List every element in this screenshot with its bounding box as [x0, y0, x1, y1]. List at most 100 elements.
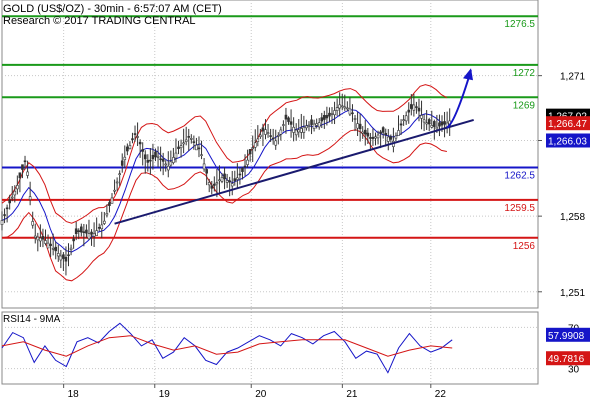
candle-body	[10, 196, 14, 199]
rsi-title: RSI14 - 9MA	[3, 314, 61, 325]
candle-body	[218, 179, 221, 182]
candle-body	[420, 115, 423, 119]
candle-body	[397, 130, 400, 136]
x-tick-label: 20	[255, 389, 267, 400]
candle-body	[182, 142, 185, 145]
candle-body	[300, 128, 303, 133]
candle-body	[443, 121, 446, 125]
candle-body	[82, 231, 86, 234]
candle-body	[64, 256, 68, 262]
x-tick-label: 22	[435, 389, 447, 400]
candle-body	[159, 158, 162, 161]
candle-body	[407, 109, 411, 113]
price-tag: 1,266.47	[548, 119, 587, 130]
rsi-ma-line	[1, 335, 453, 357]
candle-body	[5, 207, 9, 210]
candle-body	[8, 199, 11, 204]
candle-body	[410, 104, 413, 109]
candle-body	[276, 135, 280, 137]
candle-body	[386, 136, 390, 142]
candle-body	[220, 177, 224, 182]
candle-body	[200, 154, 203, 156]
candle-body	[246, 159, 249, 165]
candle-body	[120, 160, 124, 166]
candle-body	[105, 213, 109, 216]
candle-body	[80, 226, 83, 233]
candle-body	[18, 172, 22, 179]
candle-body	[353, 118, 357, 120]
candle-body	[305, 125, 308, 129]
candle-body	[243, 165, 247, 168]
candle-body	[404, 115, 408, 122]
candle-body	[241, 167, 244, 172]
candle-body	[266, 132, 270, 135]
candle-body	[340, 105, 344, 108]
rsi-tag-bg	[546, 351, 590, 366]
candle-body	[274, 140, 278, 146]
candle-body	[108, 202, 111, 206]
candle-body	[302, 126, 306, 133]
candle-body	[333, 110, 336, 116]
candle-body	[161, 158, 165, 162]
candle-body	[143, 154, 147, 160]
candle-body	[156, 155, 160, 158]
candle-body	[384, 132, 388, 136]
candle-body	[202, 163, 206, 170]
candle-body	[90, 231, 93, 235]
candle-body	[197, 147, 201, 150]
candle-body	[279, 129, 283, 135]
candle-body	[307, 124, 311, 127]
candle-body	[136, 136, 139, 138]
candle-body	[430, 125, 434, 128]
candle-body	[85, 229, 88, 234]
candle-body	[54, 246, 58, 252]
candle-body	[184, 139, 188, 142]
candle-body	[389, 136, 393, 140]
rsi-lines	[1, 322, 453, 374]
candle-body	[62, 254, 65, 259]
candle-body	[172, 157, 175, 163]
candle-body	[371, 136, 375, 139]
candle-body	[13, 190, 17, 196]
candle-body	[323, 114, 326, 120]
candle-body	[346, 107, 349, 110]
candle-body	[394, 135, 398, 139]
candle-body	[33, 235, 37, 238]
candle-body	[415, 106, 418, 108]
candle-body	[146, 159, 150, 163]
level-label: 1262.5	[504, 171, 535, 182]
candle-body	[294, 129, 298, 136]
candle-body	[379, 131, 382, 134]
candle-body	[213, 183, 216, 186]
price-candles	[0, 92, 451, 276]
candle-body	[338, 104, 341, 109]
candle-body	[325, 115, 329, 119]
candle-body	[374, 136, 377, 139]
candle-body	[26, 171, 29, 176]
candle-body	[425, 122, 428, 125]
candle-body	[259, 134, 262, 137]
candle-body	[169, 161, 173, 166]
candle-body	[103, 220, 106, 224]
candle-body	[141, 149, 144, 152]
candle-body	[228, 180, 231, 183]
candle-body	[253, 142, 257, 148]
candle-body	[100, 224, 104, 230]
candle-body	[113, 189, 116, 192]
candle-body	[123, 156, 127, 161]
price-tag-bg	[546, 133, 590, 148]
candle-body	[21, 164, 24, 170]
candle-body	[363, 129, 367, 135]
candle-body	[49, 243, 52, 246]
price-tag: 1,266.03	[548, 136, 587, 147]
candle-body	[31, 221, 34, 226]
candle-body	[358, 123, 362, 130]
candle-body	[399, 123, 403, 126]
candle-body	[292, 126, 295, 133]
candle-body	[44, 240, 47, 244]
level-label: 1269	[513, 100, 536, 111]
candle-body	[118, 173, 121, 175]
candle-body	[271, 137, 275, 140]
candle-body	[115, 181, 119, 184]
